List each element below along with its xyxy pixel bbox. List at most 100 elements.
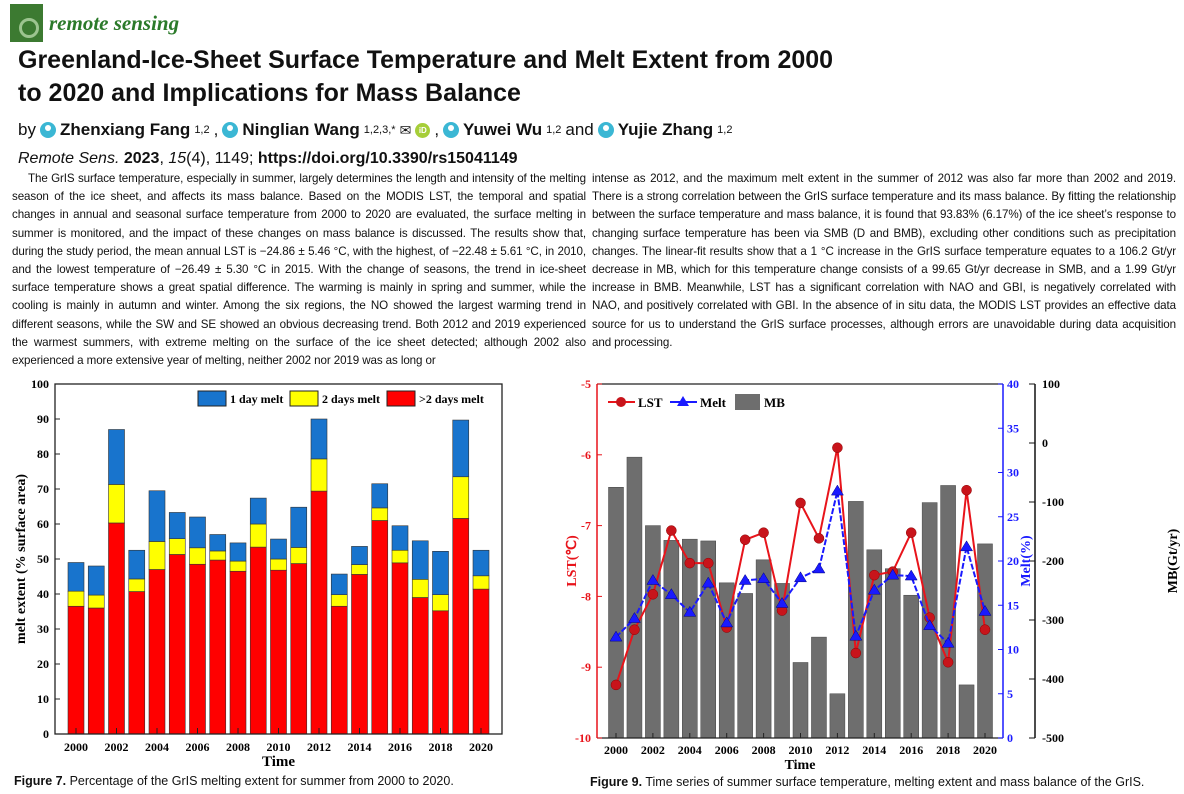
bar-segment [330, 605, 348, 735]
author-link[interactable]: Yuwei Wu [463, 120, 543, 139]
lst-point [832, 442, 843, 453]
author-link[interactable]: Ninglian Wang [242, 120, 360, 139]
bar-segment [330, 573, 348, 596]
journal-name: remote sensing [49, 10, 180, 35]
mb-tick-label: 100 [1042, 377, 1060, 391]
bar-segment [452, 518, 470, 735]
bar-segment [189, 516, 206, 549]
bar-segment [391, 562, 409, 735]
bar-segment [432, 551, 449, 596]
orcid-icon[interactable]: iD [415, 122, 431, 138]
bar-segment [472, 588, 490, 735]
bar-segment [229, 560, 247, 572]
figure-9-caption: Figure 9. Time series of summer surface … [590, 775, 1144, 789]
doi-link[interactable]: https://doi.org/10.3390/rs15041149 [257, 150, 518, 167]
melt-tick-label: 10 [1007, 643, 1019, 657]
legend-label: >2 days melt [419, 392, 484, 406]
figure-label: Figure 9. [590, 775, 643, 789]
mb-bar [848, 501, 864, 739]
mb-bar [626, 456, 643, 739]
mb-tick-label: -500 [1042, 731, 1064, 745]
melt-point [867, 583, 881, 595]
y-tick-label: 20 [37, 657, 49, 671]
lst-point [813, 533, 825, 544]
bar-segment [67, 605, 85, 735]
melt-point [738, 573, 752, 585]
melt-tick-label: 35 [1007, 421, 1019, 435]
bar-segment [411, 540, 429, 580]
caption-text: Percentage of the GrIS melting extent fo… [66, 774, 454, 788]
x-tick-label: 2018 [936, 743, 960, 757]
bar-segment [168, 554, 186, 735]
y-tick-label: 30 [37, 622, 49, 636]
bar-segment [108, 522, 125, 735]
melt-point [812, 562, 826, 574]
and-label: and [565, 120, 594, 139]
bar-segment [472, 549, 490, 577]
mb-tick-label: -200 [1042, 554, 1064, 568]
mail-icon[interactable]: ✉ [399, 121, 412, 138]
x-tick-label: 2018 [429, 740, 453, 754]
bar-segment [148, 490, 166, 542]
affiliation: 1,2 [194, 124, 210, 136]
citation-volume: 15 [168, 150, 187, 167]
bar-segment [371, 507, 389, 521]
lst-point [795, 497, 806, 509]
melt-point [646, 573, 660, 585]
y-tick-label: 80 [37, 447, 49, 461]
bar-segment [290, 547, 308, 564]
bar-segment [472, 575, 490, 590]
bar-segment [229, 542, 247, 562]
melt-tick-label: 30 [1007, 466, 1019, 480]
x-tick-label: 2014 [862, 743, 886, 757]
bar-segment [411, 579, 429, 598]
bar-segment [371, 520, 389, 735]
author-link[interactable]: Yujie Zhang [617, 120, 714, 139]
legend-lst-marker [616, 397, 626, 407]
melt-axis-label: Melt(%) [1019, 535, 1034, 587]
person-icon [39, 122, 56, 138]
bar-segment [209, 550, 227, 561]
melt-tick-label: 20 [1007, 554, 1019, 568]
bar-segment [148, 569, 166, 735]
lst-point [905, 527, 917, 538]
author-link[interactable]: Zhenxiang Fang [59, 120, 191, 139]
journal-logo[interactable]: remote sensing [10, 4, 179, 42]
person-icon [443, 122, 460, 138]
mb-bar [792, 662, 809, 739]
x-tick-label: 2016 [388, 740, 412, 754]
caption-text: Time series of summer surface temperatur… [642, 775, 1145, 789]
bar-segment [290, 563, 308, 735]
bar-segment [128, 578, 146, 592]
figure-7-caption: Figure 7. Percentage of the GrIS melting… [14, 774, 454, 788]
figure-label: Figure 7. [14, 774, 67, 788]
legend-swatch [197, 390, 227, 407]
legend-melt-marker [677, 396, 689, 406]
lst-point [850, 647, 862, 659]
bar-segment [189, 547, 206, 565]
legend-label: 1 day melt [230, 392, 283, 406]
lst-point [739, 534, 751, 546]
melt-point [701, 576, 715, 588]
legend-swatch [386, 390, 416, 407]
lst-point [758, 527, 769, 538]
bar-segment [351, 546, 368, 565]
melt-point [794, 571, 807, 583]
mb-bar [645, 525, 661, 739]
x-tick-label: 2004 [678, 743, 702, 757]
bar-segment [371, 483, 389, 509]
bar-segment [168, 512, 186, 539]
bar-segment [290, 506, 308, 548]
bar-segment [249, 546, 267, 735]
x-tick-label: 2012 [307, 740, 331, 754]
bar-segment [209, 559, 227, 735]
mb-bar [755, 559, 772, 739]
y-axis-label: melt extent (% surface area) [14, 474, 29, 644]
bar-segment [229, 570, 247, 735]
bar-segment [270, 569, 287, 735]
melt-point [664, 588, 678, 599]
melt-point [849, 629, 863, 641]
bar-segment [351, 574, 368, 735]
bar-segment [432, 594, 449, 612]
affiliation: 1,2,3,* [363, 124, 396, 136]
